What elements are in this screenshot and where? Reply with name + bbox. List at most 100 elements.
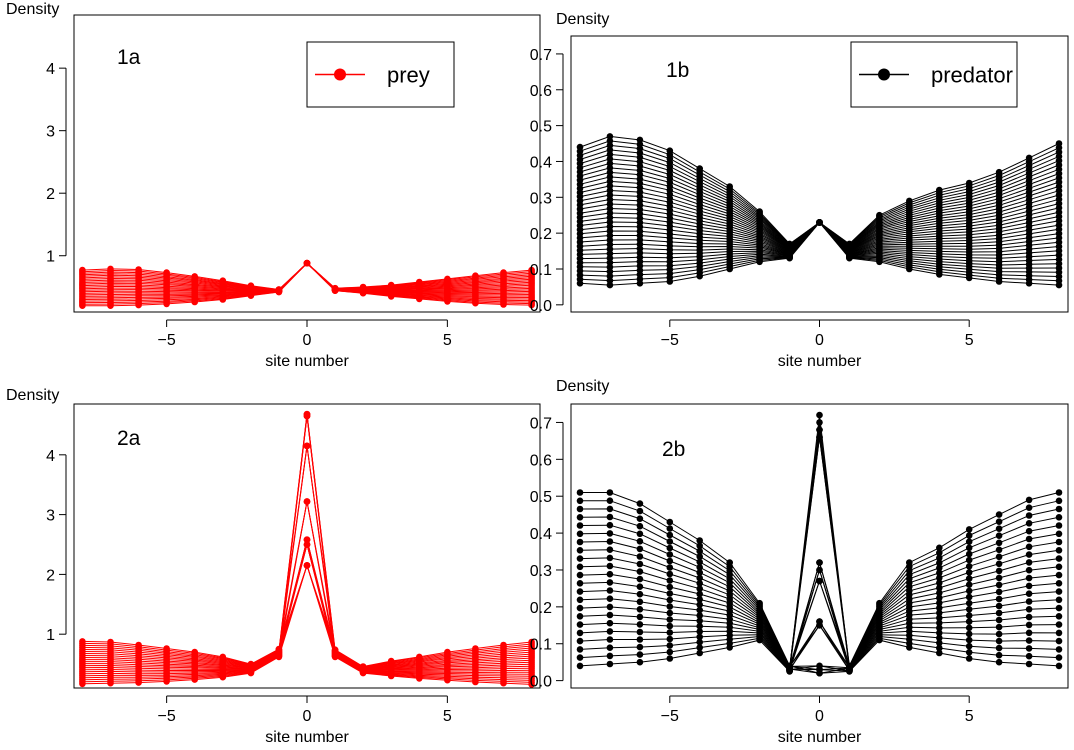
data-point-s19-x8 bbox=[1055, 514, 1063, 521]
panel-1a: −5 0 5 site number 1 2 3 4 Density 1a prey bbox=[6, 1, 541, 370]
y-tick-label: 0.1 bbox=[530, 262, 552, 279]
data-point-s11-x0 bbox=[816, 419, 823, 426]
series-line-8 bbox=[82, 563, 532, 672]
data-point-s13-x8 bbox=[1055, 563, 1063, 571]
data-point-s15-x6 bbox=[995, 560, 1003, 568]
data-point-s16-x7 bbox=[1025, 543, 1033, 551]
data-point-s11-x-7 bbox=[606, 570, 614, 578]
data-point-s2-x6 bbox=[995, 651, 1003, 659]
data-point-s15-x5 bbox=[965, 569, 973, 576]
panel-label: 2b bbox=[662, 438, 685, 461]
data-point-s4-x7 bbox=[1025, 637, 1033, 644]
data-point-s4-x6 bbox=[995, 637, 1003, 645]
data-point-s17-x6 bbox=[995, 546, 1003, 554]
data-point-s22-x-8 bbox=[79, 680, 86, 688]
series-line-22 bbox=[579, 429, 1060, 673]
panel-1b: −5 0 5 site number 0.0 0.1 0.2 0.3 0.4 0.5 0.6 0.7 D… bbox=[530, 11, 1069, 370]
data-point-s9-x-6 bbox=[636, 560, 644, 568]
data-point-s34-x-3 bbox=[726, 265, 733, 273]
data-point-s1-x4 bbox=[936, 649, 943, 657]
y-tick-label: 0.4 bbox=[530, 154, 552, 171]
data-point-s2-x7 bbox=[1025, 652, 1033, 660]
data-point-s34-x3 bbox=[906, 197, 913, 205]
data-point-s6-x-6 bbox=[636, 538, 644, 545]
data-point-s17-x5 bbox=[965, 556, 973, 564]
data-point-s13-x-4 bbox=[696, 601, 703, 608]
x-tick-label: −5 bbox=[158, 708, 176, 725]
data-point-s11-x-4 bbox=[696, 590, 703, 598]
data-point-s11-x5 bbox=[965, 593, 973, 601]
data-point-s34-x7 bbox=[1025, 154, 1033, 162]
data-point-s22-x-3 bbox=[219, 673, 227, 681]
data-point-s18-x5 bbox=[965, 550, 973, 558]
data-point-s6-x-5 bbox=[666, 551, 674, 558]
data-point-s11-x4 bbox=[936, 599, 943, 607]
data-point-s5-x6 bbox=[995, 630, 1003, 638]
data-point-s10-x-5 bbox=[666, 577, 674, 584]
data-point-s22-x4 bbox=[416, 653, 423, 661]
data-point-s22-x0 bbox=[303, 562, 311, 569]
x-tick-label: 5 bbox=[443, 332, 452, 349]
y-tick-label: 0.7 bbox=[530, 415, 552, 432]
data-point-s22-x-7 bbox=[606, 660, 614, 668]
data-point-s24-x-6 bbox=[135, 301, 142, 309]
series-line-21 bbox=[82, 415, 532, 683]
data-point-s10-x8 bbox=[1055, 588, 1063, 595]
data-point-s24-x0 bbox=[303, 259, 311, 267]
data-point-s13-x6 bbox=[995, 574, 1003, 582]
data-point-s1-x7 bbox=[1025, 660, 1033, 668]
panel-label: 2a bbox=[117, 427, 141, 450]
data-point-s15-x-7 bbox=[606, 603, 614, 611]
data-point-s13-x7 bbox=[1025, 566, 1033, 574]
data-point-s21-x-7 bbox=[606, 652, 614, 660]
y-tick-label: 0.6 bbox=[530, 452, 552, 469]
data-point-s22-x7 bbox=[500, 641, 507, 649]
series-line-12 bbox=[579, 415, 1060, 671]
data-point-s17-x-5 bbox=[666, 622, 674, 630]
data-point-s4-x-5 bbox=[666, 538, 674, 545]
data-point-s6-x4 bbox=[936, 624, 943, 632]
data-point-s21-x6 bbox=[995, 518, 1003, 525]
data-point-s24-x7 bbox=[500, 269, 507, 276]
data-point-s2-x-4 bbox=[696, 542, 703, 550]
data-point-s3-x-6 bbox=[636, 515, 644, 522]
data-point-s24-x-5 bbox=[163, 300, 170, 308]
data-point-s9-x-7 bbox=[606, 554, 614, 562]
data-point-s22-x7 bbox=[1025, 496, 1033, 504]
data-point-s10-x-7 bbox=[606, 562, 614, 570]
data-point-s10-x5 bbox=[965, 599, 973, 607]
data-point-s7-x-5 bbox=[666, 557, 674, 565]
points-group bbox=[576, 133, 1063, 289]
data-point-s3-x6 bbox=[995, 644, 1003, 652]
data-point-s22-x1 bbox=[846, 662, 853, 670]
data-point-s4-x5 bbox=[965, 636, 973, 644]
data-point-s20-x-6 bbox=[636, 643, 644, 651]
x-axis-label: site number bbox=[265, 353, 349, 370]
data-point-s20-x0 bbox=[816, 559, 823, 566]
data-point-s19-x-5 bbox=[666, 635, 674, 643]
data-point-s17-x0 bbox=[816, 618, 823, 625]
data-point-s34-x-6 bbox=[636, 280, 644, 287]
data-point-s24-x-3 bbox=[219, 296, 227, 303]
x-axis-label: site number bbox=[778, 353, 862, 370]
y-axis-label: Density bbox=[556, 378, 609, 395]
x-tick-label: 0 bbox=[303, 332, 312, 349]
y-tick-label: 0.6 bbox=[530, 83, 552, 100]
data-point-s6-x6 bbox=[995, 623, 1003, 631]
data-point-s11-x8 bbox=[1055, 580, 1063, 587]
data-point-s14-x-8 bbox=[576, 596, 584, 604]
data-point-s21-x-4 bbox=[696, 644, 703, 651]
data-point-s20-x-5 bbox=[666, 642, 674, 649]
data-point-s24-x4 bbox=[416, 278, 423, 286]
data-point-s34-x5 bbox=[965, 179, 973, 187]
data-point-s34-x-5 bbox=[666, 278, 674, 285]
y-tick-label: 0.7 bbox=[530, 47, 552, 64]
y-axis-label: Density bbox=[556, 11, 609, 28]
data-point-s12-x8 bbox=[1055, 571, 1063, 579]
data-point-s1-x-7 bbox=[606, 489, 614, 496]
points-group bbox=[79, 259, 535, 310]
data-point-s2-x8 bbox=[1055, 654, 1063, 661]
data-point-s34-x2 bbox=[876, 211, 883, 219]
data-point-s10-x7 bbox=[1025, 590, 1033, 597]
